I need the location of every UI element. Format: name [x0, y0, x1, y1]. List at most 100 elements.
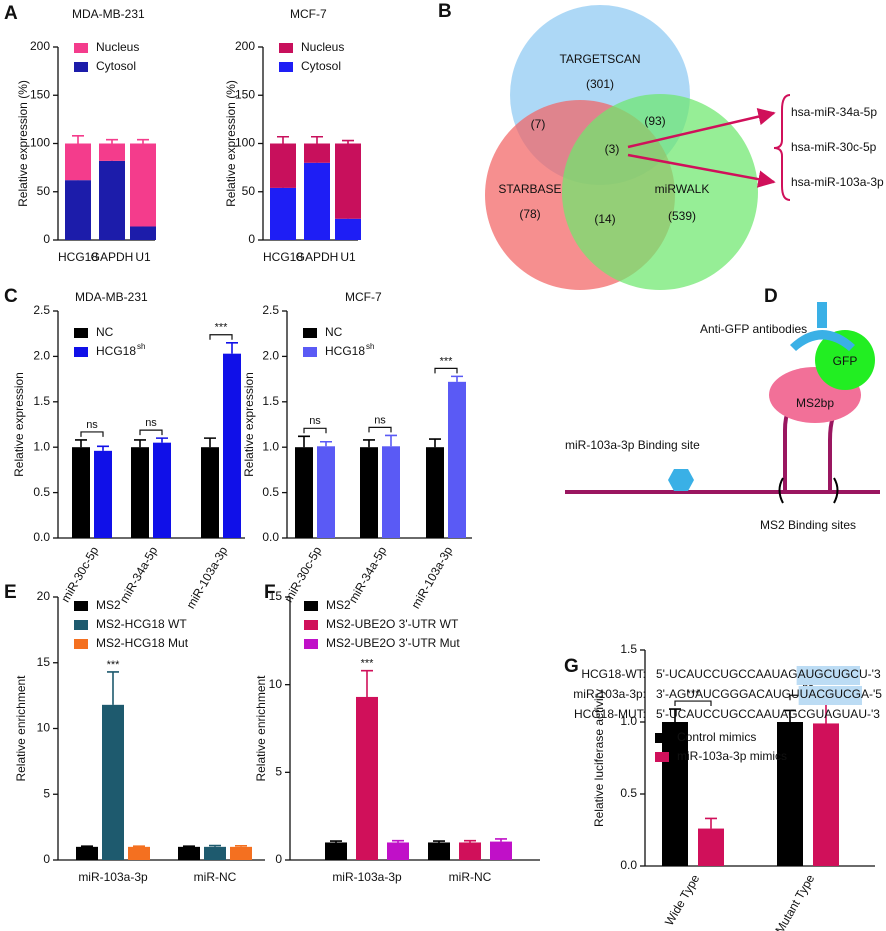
legend-label: NC	[325, 325, 343, 339]
bar	[426, 447, 444, 538]
bar	[304, 162, 330, 240]
error-bar	[107, 671, 119, 705]
bar	[102, 704, 124, 860]
significance-label: ***	[361, 658, 375, 670]
y-tick-label: 100	[30, 136, 50, 150]
error-bar	[385, 434, 397, 447]
y-tick-label: 0.0	[620, 858, 637, 872]
venn-set	[562, 94, 758, 290]
error-bar	[298, 435, 310, 448]
region-count: (539)	[668, 209, 696, 223]
panel-letter: A	[4, 3, 18, 24]
legend-swatch	[74, 639, 88, 649]
diagram-label: miR-103a-3p Binding site	[565, 438, 700, 452]
panel-letter: D	[764, 286, 778, 307]
y-tick-label: 2.5	[33, 303, 50, 317]
chart: E Relative enrichment 0 5 10 15 20 miR-103a-3p m…	[4, 582, 265, 884]
y-tick-label: 200	[235, 39, 255, 53]
y-axis-label: Relative luciferase activity	[592, 689, 606, 827]
bar	[335, 218, 361, 240]
y-tick-label: 0	[43, 852, 50, 866]
member-label: hsa-miR-103a-3p	[791, 175, 884, 189]
significance-label: ***	[215, 322, 229, 334]
chart-title: MCF-7	[290, 7, 327, 21]
error-bar	[209, 844, 221, 847]
bar	[777, 722, 803, 866]
panel-letter: G	[564, 656, 579, 677]
x-tick-label: miR-103a-3p	[184, 544, 231, 611]
bar	[65, 143, 91, 181]
sequence-label: miR-103a-3p:	[573, 687, 646, 701]
legend-swatch	[279, 43, 293, 53]
bar	[153, 442, 171, 538]
bar	[813, 723, 839, 866]
x-tick-label: miR-34a-5p	[346, 544, 390, 606]
bar	[387, 842, 409, 860]
chart-title: MDA-MB-231	[72, 7, 145, 21]
error-bar	[204, 437, 216, 448]
bar	[65, 180, 91, 240]
bar	[99, 160, 125, 240]
diagram-label: MS2 Binding sites	[760, 518, 856, 532]
bar	[201, 447, 219, 538]
gfp-shape	[815, 330, 875, 390]
y-tick-label: 1.0	[33, 439, 50, 453]
y-tick-label: 0	[43, 232, 50, 246]
significance-label: ***	[107, 659, 121, 671]
bar	[223, 353, 241, 538]
bar	[131, 447, 149, 538]
chart: F Relative enrichment 0 5 10 15 miR-103a-3p miR…	[254, 582, 540, 884]
chart: MCF-7 Relative expression (%) 0 50 100 150 200…	[224, 7, 361, 264]
y-axis-label: Relative enrichment	[14, 675, 28, 782]
y-tick-label: 10	[269, 677, 283, 691]
legend-swatch	[655, 752, 669, 762]
region-count: (3)	[605, 142, 620, 156]
error-bar	[429, 438, 441, 448]
region-count: (7)	[531, 117, 546, 131]
x-tick-label: HCG18	[58, 250, 98, 264]
x-tick-label: miR-NC	[449, 870, 492, 884]
legend-label: Nucleus	[96, 40, 139, 54]
significance-bracket	[80, 431, 104, 437]
diagram-title: Anti-GFP antibodies	[700, 322, 807, 336]
bar	[72, 447, 90, 538]
diagram-label: MS2bp	[796, 396, 834, 410]
significance-bracket	[434, 367, 458, 374]
error-bar	[235, 844, 247, 847]
sequence-part: A-'5	[861, 687, 882, 701]
significance-label: ns	[309, 415, 321, 427]
member-label: hsa-miR-30c-5p	[791, 140, 877, 154]
bar	[448, 381, 466, 538]
panel-letter: E	[4, 582, 17, 603]
antibody	[817, 302, 827, 328]
x-tick-label: miR-30c-5p	[281, 544, 324, 605]
bar	[490, 841, 512, 860]
x-tick-label: miR-NC	[194, 870, 237, 884]
error-bar	[392, 839, 404, 843]
legend-swatch	[303, 347, 317, 357]
venn: B TARGETSCAN STARBASE miRWALK (301) (78) (539)…	[438, 1, 884, 290]
significance-bracket	[674, 700, 712, 707]
error-bar	[451, 375, 463, 382]
y-tick-label: 1.5	[262, 394, 279, 408]
significance-bracket	[303, 427, 327, 434]
error-bar	[183, 845, 195, 847]
sequence-label: HCG18-MUT:	[574, 707, 646, 721]
bar	[270, 187, 296, 240]
significance-label: ns	[145, 417, 157, 429]
region-count: (78)	[519, 207, 540, 221]
y-axis-label: Relative expression (%)	[16, 80, 30, 207]
bar	[128, 846, 150, 860]
y-tick-label: 2.0	[262, 349, 279, 363]
chart-title: MCF-7	[345, 290, 382, 304]
error-bar	[311, 135, 323, 144]
region-count: (93)	[644, 114, 665, 128]
y-tick-label: 2.0	[33, 349, 50, 363]
x-tick-label: GAPDH	[296, 250, 339, 264]
error-bar	[361, 669, 373, 697]
x-tick-label: U1	[135, 250, 151, 264]
error-bar	[705, 817, 717, 829]
error-bar	[106, 138, 118, 144]
error-bar	[464, 839, 476, 843]
